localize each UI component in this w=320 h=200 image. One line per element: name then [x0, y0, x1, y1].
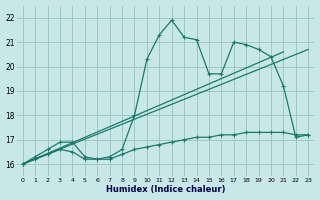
X-axis label: Humidex (Indice chaleur): Humidex (Indice chaleur) — [106, 185, 225, 194]
